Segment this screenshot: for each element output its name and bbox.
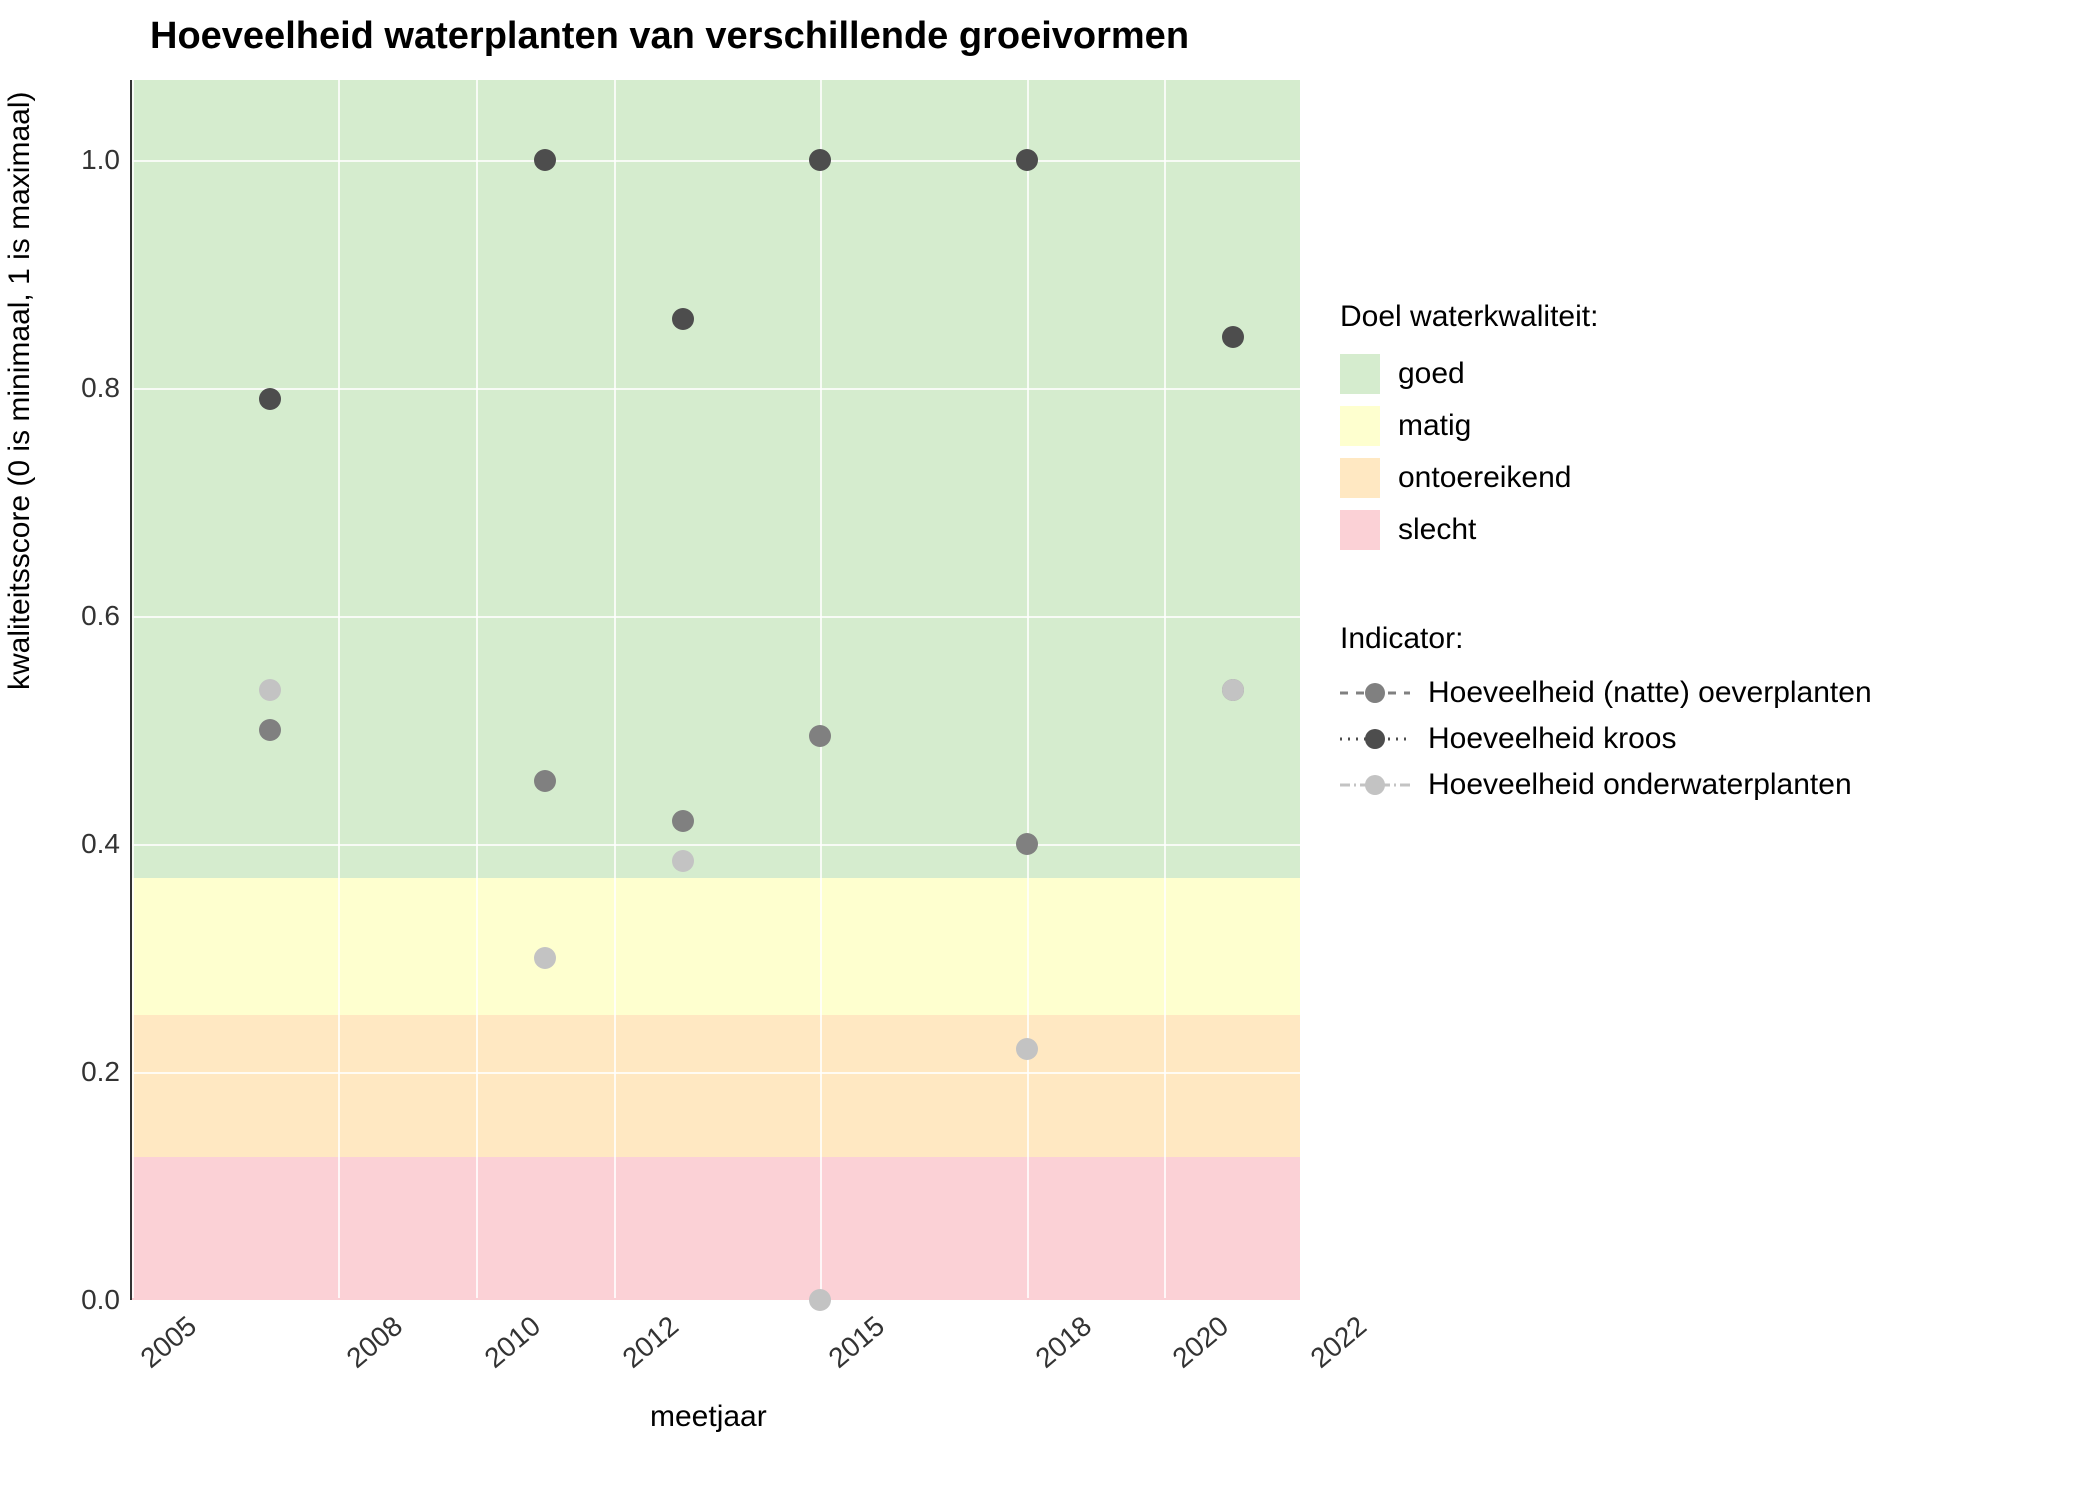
y-axis-label: kwaliteitsscore (0 is minimaal, 1 is max…	[3, 92, 37, 690]
hgrid	[132, 1300, 1300, 1302]
ytick-label: 0.6	[60, 600, 120, 632]
vgrid	[1164, 80, 1166, 1298]
data-point	[1222, 326, 1244, 348]
vgrid	[132, 80, 134, 1298]
legend-item-indicator: Hoeveelheid kroos	[1340, 722, 1872, 756]
xtick-label: 2008	[341, 1310, 409, 1375]
legend-swatch	[1340, 510, 1380, 550]
hgrid	[132, 388, 1300, 390]
quality-band-ontoereikend	[132, 1015, 1300, 1158]
data-point	[672, 810, 694, 832]
xtick-label: 2022	[1305, 1310, 1373, 1375]
legend-swatch	[1340, 354, 1380, 394]
quality-band-matig	[132, 878, 1300, 1015]
hgrid	[132, 844, 1300, 846]
vgrid	[614, 80, 616, 1298]
data-point	[1016, 149, 1038, 171]
plot-area	[130, 80, 1300, 1300]
vgrid	[338, 80, 340, 1298]
data-point	[809, 725, 831, 747]
vgrid	[820, 80, 822, 1298]
data-point	[534, 149, 556, 171]
xtick-label: 2010	[479, 1310, 547, 1375]
legend-label: Hoeveelheid onderwaterplanten	[1428, 768, 1852, 802]
vgrid	[476, 80, 478, 1298]
data-point	[809, 1289, 831, 1311]
data-point	[259, 679, 281, 701]
legend-item-quality: goed	[1340, 354, 1872, 394]
chart-title: Hoeveelheid waterplanten van verschillen…	[150, 15, 1189, 58]
legend: Doel waterkwaliteit: goed matig ontoereiken…	[1340, 300, 1872, 814]
legend-item-quality: matig	[1340, 406, 1872, 446]
quality-band-slecht	[132, 1157, 1300, 1300]
vgrid	[1302, 80, 1304, 1298]
quality-band-goed	[132, 80, 1300, 878]
data-point	[534, 947, 556, 969]
legend-label: Hoeveelheid (natte) oeverplanten	[1428, 676, 1872, 710]
legend-item-indicator: Hoeveelheid onderwaterplanten	[1340, 768, 1872, 802]
legend-title: Indicator:	[1340, 622, 1872, 656]
xtick-label: 2018	[1029, 1310, 1097, 1375]
legend-label: slecht	[1398, 513, 1476, 547]
ytick-label: 0.2	[60, 1056, 120, 1088]
data-point	[1016, 833, 1038, 855]
xtick-label: 2012	[616, 1310, 684, 1375]
data-point	[259, 388, 281, 410]
xtick-label: 2005	[135, 1310, 203, 1375]
hgrid	[132, 1072, 1300, 1074]
legend-line-icon	[1340, 681, 1410, 705]
data-point	[809, 149, 831, 171]
data-point	[672, 308, 694, 330]
legend-swatch	[1340, 406, 1380, 446]
legend-line-icon	[1340, 773, 1410, 797]
legend-label: matig	[1398, 409, 1471, 443]
legend-swatch	[1340, 458, 1380, 498]
ytick-label: 0.8	[60, 372, 120, 404]
data-point	[1222, 679, 1244, 701]
ytick-label: 1.0	[60, 144, 120, 176]
data-point	[672, 850, 694, 872]
data-point	[1016, 1038, 1038, 1060]
xtick-label: 2015	[823, 1310, 891, 1375]
legend-item-quality: ontoereikend	[1340, 458, 1872, 498]
legend-item-indicator: Hoeveelheid (natte) oeverplanten	[1340, 676, 1872, 710]
hgrid	[132, 616, 1300, 618]
data-point	[259, 719, 281, 741]
ytick-label: 0.4	[60, 828, 120, 860]
legend-title: Doel waterkwaliteit:	[1340, 300, 1872, 334]
x-axis-label: meetjaar	[650, 1400, 767, 1434]
legend-label: goed	[1398, 357, 1465, 391]
ytick-label: 0.0	[60, 1284, 120, 1316]
chart-container: Hoeveelheid waterplanten van verschillen…	[0, 0, 2100, 1500]
data-point	[534, 770, 556, 792]
legend-line-icon	[1340, 727, 1410, 751]
hgrid	[132, 160, 1300, 162]
legend-label: ontoereikend	[1398, 461, 1571, 495]
vgrid	[1027, 80, 1029, 1298]
legend-label: Hoeveelheid kroos	[1428, 722, 1676, 756]
xtick-label: 2020	[1167, 1310, 1235, 1375]
legend-item-quality: slecht	[1340, 510, 1872, 550]
